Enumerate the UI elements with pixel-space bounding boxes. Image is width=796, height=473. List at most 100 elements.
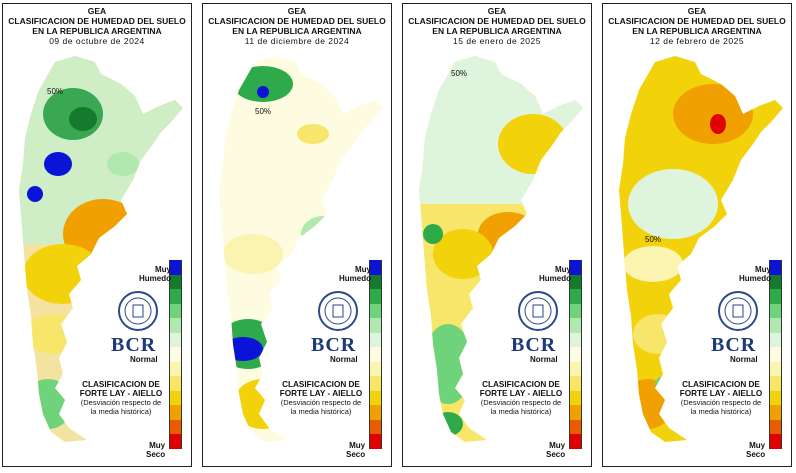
legend-swatch <box>769 260 782 275</box>
panel-date: 09 de octubre de 2024 <box>49 36 145 46</box>
panel-date: 15 de enero de 2025 <box>453 36 541 46</box>
contour-label: 50% <box>645 235 661 244</box>
header-line-2: CLASIFICACION DE HUMEDAD DEL SUELO <box>208 16 386 26</box>
legend-wet-label: Muy Humedo <box>739 265 771 283</box>
legend-swatch <box>769 274 782 289</box>
legend-swatch <box>769 347 782 362</box>
map-panel-3: GEA CLASIFICACION DE HUMEDAD DEL SUELO E… <box>402 3 592 467</box>
header-line-3: EN LA REPUBLICA ARGENTINA <box>232 26 362 36</box>
legend-swatch <box>169 361 182 376</box>
legend-swatch <box>369 318 382 333</box>
map-panel-4: GEA CLASIFICACION DE HUMEDAD DEL SUELO E… <box>602 3 792 467</box>
panel-header: GEA CLASIFICACION DE HUMEDAD DEL SUELO E… <box>403 6 591 46</box>
legend-swatch <box>169 274 182 289</box>
caption-title-2: FORTE LAY - AIELLO <box>479 389 563 398</box>
bcr-seal-icon <box>518 291 558 331</box>
legend-swatch <box>569 260 582 275</box>
legend-swatch <box>569 332 582 347</box>
legend-bar <box>769 260 782 449</box>
legend-swatch <box>369 347 382 362</box>
bcr-logo: BCR <box>311 334 357 356</box>
bcr-seal-icon <box>318 291 358 331</box>
header-line-2: CLASIFICACION DE HUMEDAD DEL SUELO <box>8 16 186 26</box>
legend-bar <box>169 260 182 449</box>
legend-swatch <box>169 289 182 304</box>
caption-sub-2: la media histórica) <box>90 407 152 416</box>
legend-swatch <box>569 419 582 434</box>
bcr-seal-icon <box>118 291 158 331</box>
legend-swatch <box>169 390 182 405</box>
caption-title-2: FORTE LAY - AIELLO <box>279 389 363 398</box>
caption-sub-1: (Desviación respecto de <box>80 398 162 407</box>
legend-swatch <box>169 405 182 420</box>
legend-swatch <box>769 405 782 420</box>
caption-title-2: FORTE LAY - AIELLO <box>679 389 763 398</box>
caption-sub-2: la media histórica) <box>290 407 352 416</box>
soil-moisture-map: 50% <box>419 56 583 442</box>
panel-header: GEA CLASIFICACION DE HUMEDAD DEL SUELO E… <box>203 6 391 46</box>
legend-swatch <box>369 274 382 289</box>
legend-swatch <box>569 274 582 289</box>
legend-swatch <box>769 376 782 391</box>
legend-swatch <box>769 361 782 376</box>
legend-swatch <box>169 376 182 391</box>
caption-title-1: CLASIFICACION DE <box>282 380 360 389</box>
map-panel-1: GEA CLASIFICACION DE HUMEDAD DEL SUELO E… <box>2 3 192 467</box>
caption-sub-2: la media histórica) <box>490 407 552 416</box>
header-line-3: EN LA REPUBLICA ARGENTINA <box>32 26 162 36</box>
legend-bar <box>569 260 582 449</box>
legend-swatch <box>169 260 182 275</box>
header-line-1: GEA <box>687 6 707 16</box>
legend-swatch <box>569 361 582 376</box>
classification-caption: CLASIFICACION DE FORTE LAY - AIELLO (Des… <box>71 380 171 416</box>
legend-swatch <box>569 434 582 449</box>
legend-swatch <box>369 419 382 434</box>
legend-dry-label: Muy Seco <box>546 441 566 459</box>
classification-caption: CLASIFICACION DE FORTE LAY - AIELLO (Des… <box>671 380 771 416</box>
legend-swatch <box>369 434 382 449</box>
legend-swatch <box>569 390 582 405</box>
legend-normal-label: Normal <box>330 355 358 364</box>
legend-swatch <box>169 318 182 333</box>
contour-label: 50% <box>47 87 63 96</box>
legend-swatch <box>769 289 782 304</box>
legend-swatch <box>369 332 382 347</box>
legend-swatch <box>369 376 382 391</box>
soil-moisture-map: 50% <box>19 56 183 442</box>
caption-title-2: FORTE LAY - AIELLO <box>79 389 163 398</box>
header-line-2: CLASIFICACION DE HUMEDAD DEL SUELO <box>608 16 786 26</box>
legend-swatch <box>569 405 582 420</box>
caption-sub-2: la media histórica) <box>690 407 752 416</box>
legend-swatch <box>769 390 782 405</box>
legend-swatch <box>169 332 182 347</box>
soil-moisture-map: 50% <box>219 56 383 442</box>
caption-title-1: CLASIFICACION DE <box>82 380 160 389</box>
classification-caption: CLASIFICACION DE FORTE LAY - AIELLO (Des… <box>271 380 371 416</box>
legend-swatch <box>569 303 582 318</box>
header-line-1: GEA <box>287 6 307 16</box>
caption-sub-1: (Desviación respecto de <box>680 398 762 407</box>
bcr-logo: BCR <box>111 334 157 356</box>
legend-swatch <box>169 419 182 434</box>
legend-swatch <box>769 303 782 318</box>
caption-title-1: CLASIFICACION DE <box>482 380 560 389</box>
legend-normal-label: Normal <box>130 355 158 364</box>
header-line-1: GEA <box>487 6 507 16</box>
legend-normal-label: Normal <box>530 355 558 364</box>
legend-swatch <box>769 332 782 347</box>
legend-swatch <box>569 376 582 391</box>
legend-swatch <box>769 434 782 449</box>
legend-swatch <box>169 303 182 318</box>
panel-header: GEA CLASIFICACION DE HUMEDAD DEL SUELO E… <box>603 6 791 46</box>
legend-swatch <box>369 390 382 405</box>
soil-moisture-map: 50% <box>619 56 783 442</box>
bcr-seal-icon <box>718 291 758 331</box>
caption-title-1: CLASIFICACION DE <box>682 380 760 389</box>
contour-label: 50% <box>451 69 467 78</box>
legend-swatch <box>369 289 382 304</box>
legend-swatch <box>369 303 382 318</box>
legend-swatch <box>369 361 382 376</box>
panel-date: 12 de febrero de 2025 <box>649 36 745 46</box>
header-line-3: EN LA REPUBLICA ARGENTINA <box>632 26 762 36</box>
bcr-logo: BCR <box>511 334 557 356</box>
